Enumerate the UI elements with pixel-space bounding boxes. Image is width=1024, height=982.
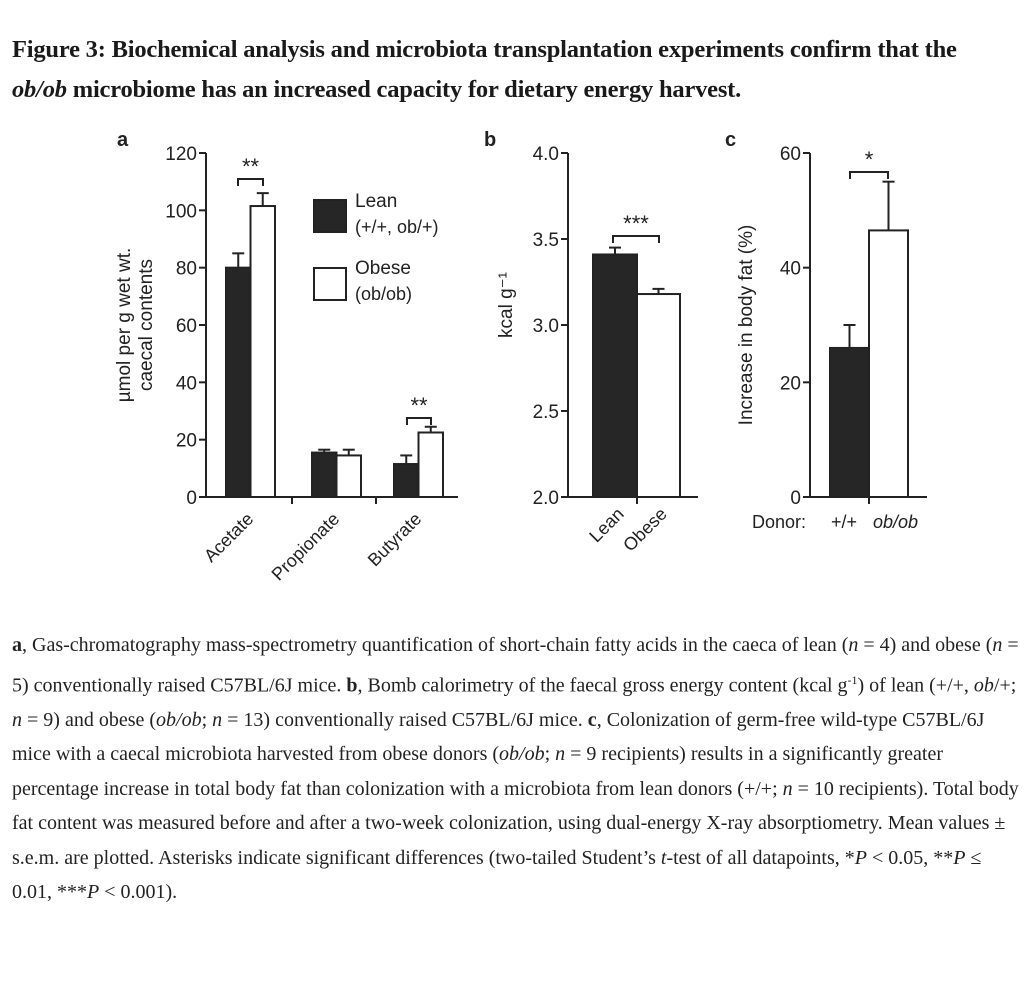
caption-text: -1 bbox=[847, 672, 858, 687]
caption-text: , Bomb calorimetry of the faecal gross e… bbox=[357, 674, 848, 697]
significance-bracket bbox=[612, 235, 660, 243]
y-tick-label: 40 bbox=[780, 259, 801, 280]
y-axis-label: caecal contents bbox=[136, 259, 157, 391]
y-axis-label: Increase in body fat (%) bbox=[736, 225, 757, 426]
caption-text: P bbox=[87, 881, 100, 904]
caption-text: ob/ob bbox=[499, 743, 545, 766]
caption-text: = 4) and obese ( bbox=[858, 634, 993, 656]
significance-label: * bbox=[865, 147, 874, 172]
legend-swatch-obese bbox=[313, 267, 347, 301]
bar-obese bbox=[249, 205, 276, 499]
y-tick-label: 60 bbox=[780, 144, 801, 165]
caption-text: ; bbox=[201, 708, 213, 731]
caption-text: -test of all datapoints, * bbox=[666, 846, 855, 869]
caption-text: c bbox=[587, 708, 597, 731]
caption-text: , Gas-chromatography mass-spectrometry q… bbox=[22, 634, 849, 656]
significance-label: ** bbox=[410, 393, 428, 418]
bar-lean bbox=[829, 346, 870, 498]
y-tick-label: 20 bbox=[176, 431, 197, 452]
caption-text: = 9 recipients) results in a significant… bbox=[12, 743, 943, 800]
caption-text: = 10 recipients). Total body fat content… bbox=[12, 777, 1019, 869]
y-tick-label: 60 bbox=[176, 316, 197, 337]
bar-obese bbox=[868, 229, 909, 498]
panel-letter: b bbox=[484, 129, 496, 151]
legend-label-obese: Obese bbox=[355, 258, 411, 279]
bar-lean bbox=[225, 266, 252, 498]
x-tick-label: ob/ob bbox=[873, 512, 918, 532]
bar-lean bbox=[393, 463, 420, 498]
caption-text: n bbox=[782, 777, 793, 800]
legend-label-lean: Lean bbox=[355, 191, 397, 212]
legend-detail-obese: (ob/ob) bbox=[355, 284, 412, 304]
legend-swatch-lean bbox=[313, 199, 347, 233]
caption-text: P bbox=[854, 846, 867, 869]
bar-lean bbox=[311, 451, 338, 499]
x-tick-label: Butyrate bbox=[364, 509, 426, 571]
y-tick-label: 0 bbox=[186, 488, 197, 509]
caption-text: n bbox=[848, 634, 859, 656]
caption-text: ob/ob bbox=[156, 708, 202, 731]
x-tick-label: +/+ bbox=[831, 512, 857, 532]
y-tick-label: 40 bbox=[176, 373, 197, 394]
bar-lean bbox=[592, 253, 638, 498]
caption-text: P bbox=[953, 846, 966, 869]
caption-text: n bbox=[12, 708, 22, 731]
caption-text: t bbox=[660, 846, 667, 869]
figure-caption: a, Gas-chromatography mass-spectrometry … bbox=[12, 628, 1020, 910]
title-text: microbiome has an increased capacity for… bbox=[66, 76, 742, 103]
legend-detail-lean: (+/+, ob/+) bbox=[355, 217, 439, 237]
y-tick-label: 2.5 bbox=[533, 402, 559, 423]
figure-title: Figure 3: Biochemical analysis and micro… bbox=[12, 30, 1017, 110]
significance-label: ** bbox=[242, 154, 260, 179]
x-axis-prefix: Donor: bbox=[752, 512, 806, 532]
caption-text: a bbox=[12, 634, 22, 656]
y-tick-label: 2.0 bbox=[533, 488, 559, 509]
bar-obese bbox=[636, 293, 681, 499]
y-tick-label: 100 bbox=[165, 201, 197, 222]
significance-bracket bbox=[237, 178, 264, 186]
y-tick-label: 3.5 bbox=[533, 230, 559, 251]
y-axis-label: µmol per g wet wt. bbox=[114, 248, 135, 403]
bar-obese bbox=[335, 454, 362, 498]
caption-text: = 9) and obese ( bbox=[22, 708, 157, 731]
x-tick-label: Acetate bbox=[200, 509, 257, 566]
y-tick-label: 120 bbox=[165, 144, 197, 165]
caption-text: , Colonization of germ-free wild-type C5… bbox=[12, 708, 985, 766]
panel-letter: c bbox=[725, 129, 736, 151]
figure-panels: a 0 20 40 60 80 100 120 Acetate Propionate Butyrat… bbox=[114, 129, 927, 585]
significance-bracket bbox=[849, 171, 889, 179]
x-tick-label: Propionate bbox=[268, 509, 344, 585]
caption-text: ) of lean (+/+, bbox=[857, 674, 974, 697]
significance-bracket bbox=[406, 417, 432, 425]
caption-text: b bbox=[346, 674, 358, 697]
caption-text: n bbox=[212, 708, 223, 731]
caption-text: = 5) conventionally raised C57BL/6J mice… bbox=[12, 634, 1019, 697]
title-text: Figure 3: Biochemical analysis and micro… bbox=[12, 36, 957, 63]
y-axis-label: kcal g⁻¹ bbox=[496, 272, 517, 338]
y-tick-label: 80 bbox=[176, 259, 197, 280]
y-tick-label: 4.0 bbox=[533, 144, 559, 165]
y-tick-label: 20 bbox=[780, 373, 801, 394]
panel-letter: a bbox=[117, 129, 129, 151]
significance-label: *** bbox=[623, 211, 649, 236]
caption-text: ob bbox=[973, 674, 994, 697]
x-tick-label: Obese bbox=[619, 504, 671, 556]
caption-text: n bbox=[992, 634, 1003, 656]
caption-text: /+; bbox=[993, 674, 1017, 697]
caption-text: ≤ 0.01, *** bbox=[12, 846, 982, 904]
caption-text: ; bbox=[544, 743, 556, 766]
caption-text: < 0.05, ** bbox=[866, 846, 954, 869]
bar-obese bbox=[417, 431, 444, 498]
title-text: ob/ob bbox=[12, 76, 67, 103]
y-tick-label: 3.0 bbox=[533, 316, 559, 337]
caption-text: n bbox=[555, 743, 566, 766]
caption-text: < 0.001). bbox=[99, 881, 178, 904]
caption-text: = 13) conventionally raised C57BL/6J mic… bbox=[222, 708, 588, 731]
y-tick-label: 0 bbox=[790, 488, 801, 509]
